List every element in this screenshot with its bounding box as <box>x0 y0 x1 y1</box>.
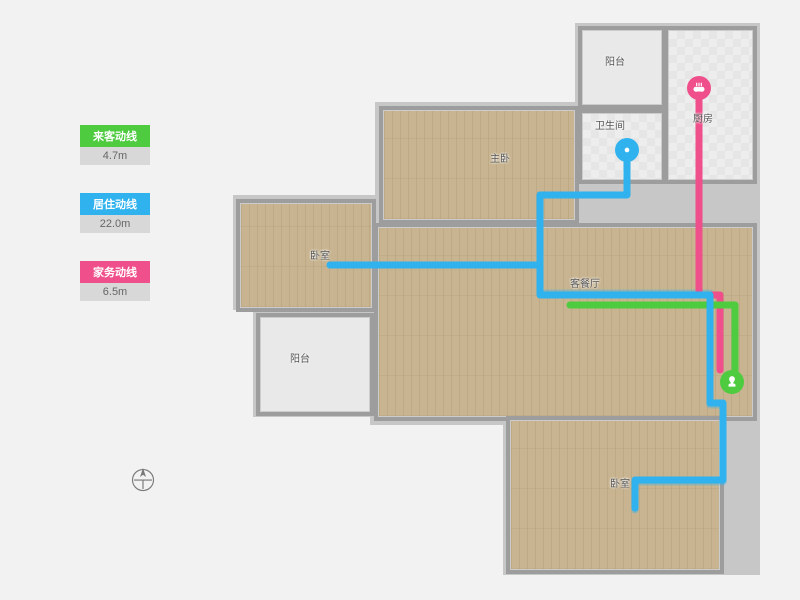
floorplan: 阳台厨房卫生间主卧卧室阳台客餐厅卧室 <box>230 15 770 585</box>
legend-value: 4.7m <box>80 147 150 165</box>
marker-entry-icon <box>720 370 744 394</box>
flowlines-overlay <box>230 15 770 585</box>
room-label-balcony_left: 阳台 <box>290 350 310 365</box>
room-label-master_bed: 主卧 <box>490 150 510 165</box>
legend-item-living: 居住动线 22.0m <box>80 193 150 233</box>
legend-label: 居住动线 <box>80 193 150 215</box>
room-label-balcony_top: 阳台 <box>605 53 625 68</box>
room-label-living: 客餐厅 <box>570 275 600 290</box>
legend-panel: 来客动线 4.7m 居住动线 22.0m 家务动线 6.5m <box>80 125 150 329</box>
legend-item-chores: 家务动线 6.5m <box>80 261 150 301</box>
compass-icon <box>128 465 158 495</box>
marker-living-start-icon <box>615 138 639 162</box>
room-label-bedroom_left: 卧室 <box>310 247 330 262</box>
legend-value: 22.0m <box>80 215 150 233</box>
legend-label: 来客动线 <box>80 125 150 147</box>
room-label-kitchen: 厨房 <box>693 110 713 125</box>
flowline-living <box>330 150 723 508</box>
legend-label: 家务动线 <box>80 261 150 283</box>
marker-kitchen-icon <box>687 76 711 100</box>
room-label-bathroom: 卫生间 <box>595 117 625 132</box>
legend-value: 6.5m <box>80 283 150 301</box>
room-label-bedroom_bottom: 卧室 <box>610 475 630 490</box>
legend-item-guest: 来客动线 4.7m <box>80 125 150 165</box>
